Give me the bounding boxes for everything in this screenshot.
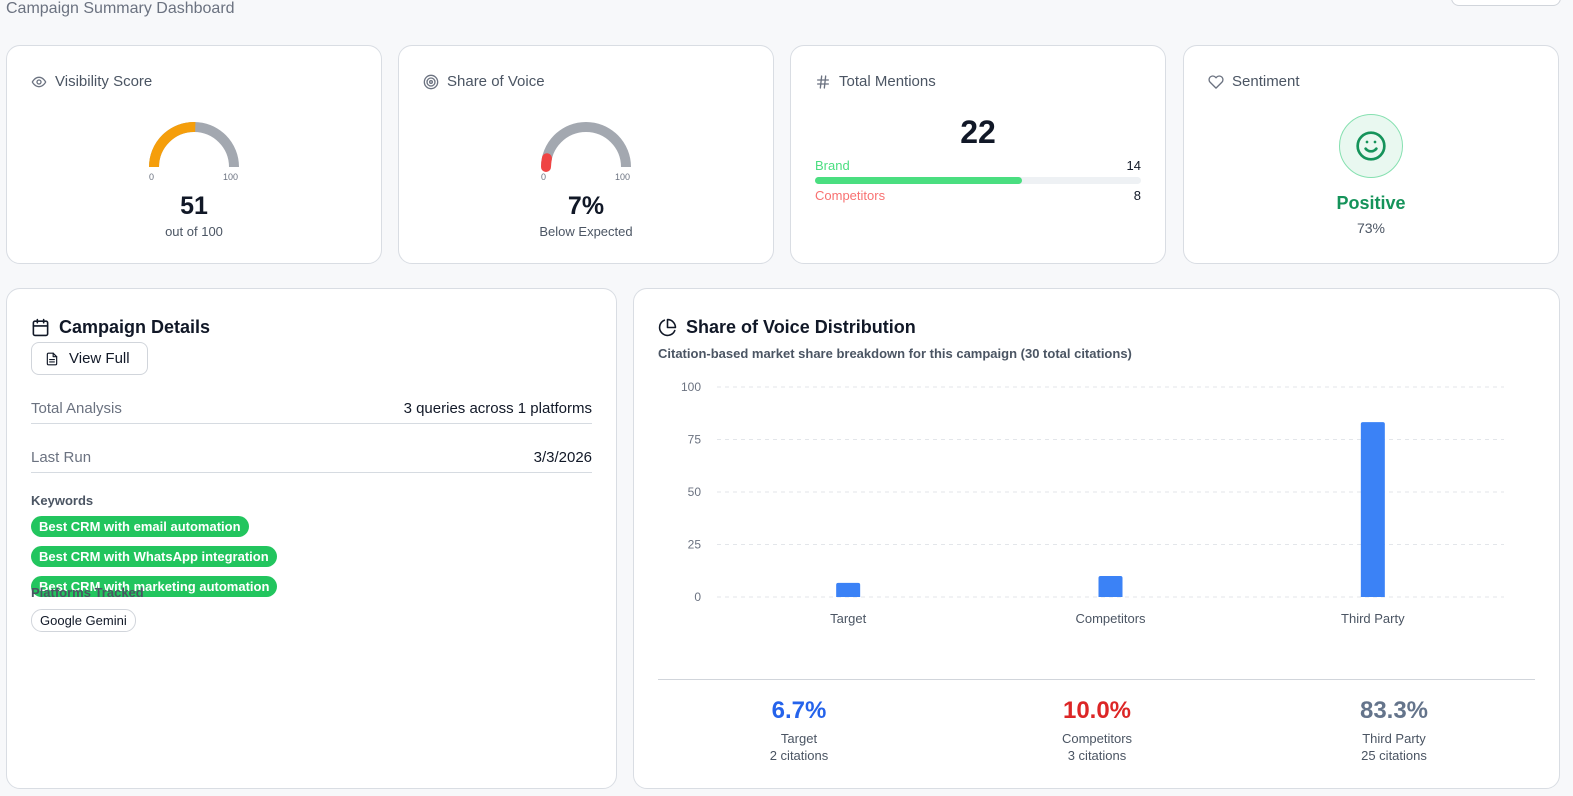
last-run-label: Last Run xyxy=(31,449,92,466)
platform-tag: Google Gemini xyxy=(31,609,136,632)
platforms-label: Platforms Tracked xyxy=(31,585,144,600)
smile-icon xyxy=(1339,114,1403,178)
total-analysis-row: Total Analysis 3 queries across 1 platfo… xyxy=(31,394,592,424)
brand-bar-track xyxy=(815,177,1141,184)
sov-distribution-title: Share of Voice Distribution xyxy=(658,317,916,338)
total-mentions-card: Total Mentions 22 Brand 14 Competitors 8 xyxy=(790,45,1166,264)
sentiment-percent: 73% xyxy=(1356,220,1386,236)
stat-label: Third Party xyxy=(1362,731,1426,746)
view-full-button[interactable]: View Full xyxy=(31,342,148,375)
brand-count: 14 xyxy=(1126,158,1141,173)
gauge-track xyxy=(541,122,631,168)
campaign-details-label: Campaign Details xyxy=(59,317,211,337)
document-icon xyxy=(46,352,58,365)
page-subtitle: Campaign Summary Dashboard xyxy=(6,0,235,17)
stat-percent: 10.0% xyxy=(1062,697,1132,724)
stat-target: 6.7% Target 2 citations xyxy=(699,697,899,763)
bar-competitors[interactable] xyxy=(1098,576,1123,597)
visibility-score-title: Visibility Score xyxy=(31,73,152,90)
keyword-tag: Best CRM with marketing automation xyxy=(31,576,278,597)
eye-icon xyxy=(31,76,47,87)
view-full-label: View Full xyxy=(69,350,130,367)
campaign-details-title: Campaign Details xyxy=(31,317,210,338)
brand-mentions-row: Brand 14 xyxy=(815,158,1141,173)
stat-third-party: 83.3% Third Party 25 citations xyxy=(1294,697,1494,763)
x-tick-label: Competitors xyxy=(1075,611,1146,626)
last-run-row: Last Run 3/3/2026 xyxy=(31,443,592,473)
gauge-max-label: 100 xyxy=(223,172,238,182)
visibility-gauge: 0 100 xyxy=(139,114,249,184)
bar-third-party[interactable] xyxy=(1360,422,1385,597)
bar-target[interactable] xyxy=(836,582,861,597)
share-of-voice-value: 7% xyxy=(567,192,605,220)
sov-distribution-subtitle: Citation-based market share breakdown fo… xyxy=(658,346,1132,361)
visibility-score-value: 51 xyxy=(180,192,208,220)
total-mentions-label: Total Mentions xyxy=(839,73,936,90)
heart-icon xyxy=(1208,74,1224,89)
y-tick-label: 25 xyxy=(688,538,702,552)
calendar-icon xyxy=(32,318,49,337)
hash-icon xyxy=(817,74,829,89)
sentiment-card: Sentiment Positive 73% xyxy=(1183,45,1559,264)
x-tick-label: Target xyxy=(830,611,867,626)
stat-citations: 2 citations xyxy=(769,748,829,763)
stat-citations: 25 citations xyxy=(1361,748,1427,763)
competitors-count: 8 xyxy=(1133,188,1141,203)
keyword-tag: Best CRM with email automation xyxy=(31,516,249,537)
y-tick-label: 50 xyxy=(688,485,702,499)
y-tick-label: 75 xyxy=(688,433,702,447)
keywords-label: Keywords xyxy=(31,493,94,508)
share-of-voice-gauge: 0 100 xyxy=(531,114,641,184)
competitors-label: Competitors xyxy=(815,188,886,203)
sentiment-title: Sentiment xyxy=(1208,73,1300,90)
brand-label: Brand xyxy=(815,158,850,173)
total-mentions-title: Total Mentions xyxy=(815,73,936,90)
gauge-max-label: 100 xyxy=(615,172,630,182)
sentiment-label: Sentiment xyxy=(1232,73,1300,90)
stat-citations: 3 citations xyxy=(1067,748,1127,763)
share-of-voice-card: Share of Voice 0 100 7% Below Expected xyxy=(398,45,774,264)
share-of-voice-title: Share of Voice xyxy=(423,73,545,90)
pie-chart-icon xyxy=(658,318,677,337)
visibility-score-label: Visibility Score xyxy=(55,73,153,90)
y-tick-label: 100 xyxy=(681,380,701,394)
sov-distribution-card: Share of Voice Distribution Citation-bas… xyxy=(633,288,1560,789)
target-icon xyxy=(423,74,439,89)
gauge-fill xyxy=(149,122,196,168)
brand-bar-fill xyxy=(815,177,1023,184)
visibility-score-caption: out of 100 xyxy=(165,224,223,239)
gauge-fill xyxy=(540,153,552,172)
keyword-tag: Best CRM with WhatsApp integration xyxy=(31,546,277,567)
competitor-mentions-row: Competitors 8 xyxy=(815,188,1141,203)
stat-percent: 6.7% xyxy=(771,697,827,724)
total-analysis-value: 3 queries across 1 platforms xyxy=(403,400,592,417)
share-of-voice-caption: Below Expected xyxy=(539,224,633,239)
sov-distribution-label: Share of Voice Distribution xyxy=(686,317,916,337)
last-run-value: 3/3/2026 xyxy=(533,449,592,466)
stat-label: Competitors xyxy=(1061,731,1133,746)
keywords-list: Best CRM with email automation Best CRM … xyxy=(31,516,501,597)
gauge-min-label: 0 xyxy=(541,172,546,182)
top-right-button[interactable] xyxy=(1451,0,1561,6)
sentiment-value: Positive xyxy=(1336,193,1406,213)
total-analysis-label: Total Analysis xyxy=(31,400,122,417)
stat-percent: 83.3% xyxy=(1359,697,1429,724)
stat-label: Target xyxy=(780,731,818,746)
gauge-min-label: 0 xyxy=(149,172,154,182)
share-of-voice-label: Share of Voice xyxy=(447,73,545,90)
stat-competitors: 10.0% Competitors 3 citations xyxy=(997,697,1197,763)
total-mentions-value: 22 xyxy=(960,114,996,150)
chart-divider xyxy=(658,679,1535,680)
sov-bar-chart: 0 25 50 75 100 Target Competitors Third Party xyxy=(681,380,1504,626)
x-tick-label: Third Party xyxy=(1341,611,1405,626)
y-tick-label: 0 xyxy=(694,590,701,604)
campaign-details-card: Campaign Details View Full Total Analysi… xyxy=(6,288,617,789)
visibility-score-card: Visibility Score 0 100 51 out of 100 xyxy=(6,45,382,264)
